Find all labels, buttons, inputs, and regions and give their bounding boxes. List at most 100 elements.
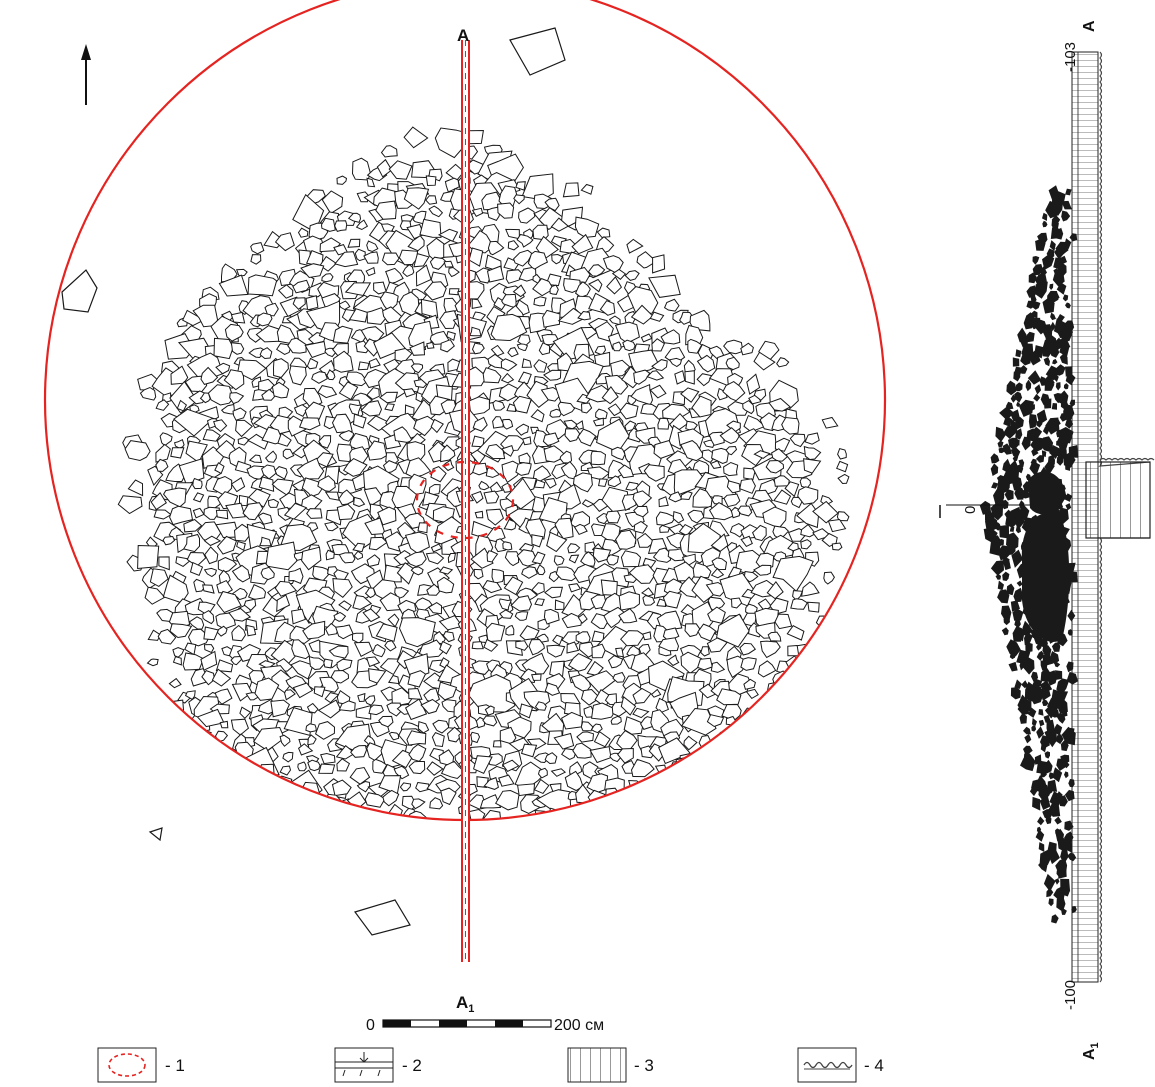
- stone: [261, 807, 291, 820]
- profile-stone: [1012, 475, 1023, 491]
- legend: - 1 - 2 - 3 - 4: [97, 1047, 884, 1083]
- profile-stone: [1071, 906, 1077, 914]
- stone: [531, 534, 544, 548]
- stone: [470, 731, 481, 744]
- stone: [544, 586, 564, 599]
- stone: [363, 251, 379, 264]
- stone: [581, 499, 595, 508]
- stone: [267, 498, 280, 508]
- profile-stone: [1065, 419, 1074, 429]
- stone: [575, 420, 584, 430]
- stone: [326, 369, 336, 381]
- profile-stone: [1010, 687, 1021, 700]
- stone: [482, 715, 498, 727]
- stone: [203, 567, 218, 578]
- stone: [573, 523, 588, 536]
- profile-stone: [1028, 413, 1038, 429]
- profile-stone: [995, 426, 1006, 442]
- stone: [446, 330, 456, 342]
- profile-stone: [1064, 771, 1069, 779]
- stone: [443, 260, 454, 268]
- stone: [324, 491, 340, 501]
- profile-stone: [1029, 460, 1041, 477]
- stone: [180, 775, 202, 798]
- stone: [519, 625, 540, 641]
- stone: [333, 611, 347, 622]
- stone: [514, 827, 534, 844]
- dashed-red-ellipse-icon: [108, 1053, 146, 1077]
- stone: [448, 288, 460, 296]
- stone: [516, 343, 529, 351]
- stone: [364, 695, 376, 706]
- stone: [831, 542, 843, 551]
- profile-stone: [1025, 379, 1032, 392]
- stone: [513, 249, 533, 267]
- stone: [282, 751, 294, 763]
- stone: [201, 804, 215, 819]
- profile-stone: [1032, 796, 1041, 811]
- stone: [409, 341, 426, 356]
- stone: [557, 307, 588, 325]
- stone: [471, 207, 484, 217]
- stone: [348, 403, 363, 416]
- stone: [200, 748, 213, 760]
- stone: [753, 388, 767, 401]
- profile-stone: [1047, 849, 1060, 865]
- profile-stone: [1044, 461, 1055, 476]
- stone: [607, 475, 622, 488]
- stone: [790, 598, 808, 610]
- stone: [544, 682, 561, 696]
- stone: [274, 466, 288, 480]
- profile-stone: [1003, 616, 1010, 626]
- profile-stone: [1042, 699, 1049, 706]
- stone: [580, 183, 594, 195]
- stone: [313, 686, 326, 698]
- stone: [612, 341, 622, 352]
- stone: [604, 693, 617, 706]
- profile-stone: [1051, 220, 1059, 230]
- stone: [261, 779, 283, 797]
- stone: [517, 371, 532, 385]
- stone: [419, 218, 442, 238]
- stone: [740, 535, 753, 548]
- stone: [483, 638, 499, 652]
- profile-stone: [1050, 196, 1064, 216]
- profile-stone: [1012, 456, 1019, 462]
- stone: [436, 576, 455, 594]
- stone: [335, 744, 356, 760]
- stone: [247, 274, 278, 297]
- profile-stone: [1013, 587, 1024, 603]
- stone: [507, 240, 520, 251]
- stone: [753, 351, 776, 371]
- profile-stone: [1019, 712, 1027, 724]
- stone: [709, 460, 722, 469]
- stone: [507, 347, 519, 358]
- stone: [147, 629, 162, 641]
- stone: [521, 358, 533, 368]
- stone: [797, 486, 819, 505]
- stone: [301, 546, 322, 571]
- stone: [332, 578, 353, 598]
- profile-stone: [1001, 627, 1009, 636]
- profile-stone: [1017, 463, 1024, 474]
- stone: [155, 399, 170, 411]
- stone: [182, 533, 200, 553]
- stone: [360, 326, 385, 342]
- stone: [577, 310, 591, 321]
- stone: [235, 268, 248, 277]
- stone: [512, 395, 532, 414]
- profile-stone: [1022, 620, 1033, 636]
- stone: [557, 401, 576, 417]
- stone: [693, 762, 722, 787]
- stone: [710, 661, 726, 673]
- profile-stone: [1032, 301, 1041, 310]
- stone: [470, 449, 486, 465]
- stone: [334, 220, 348, 232]
- stone: [678, 311, 694, 325]
- stone: [231, 587, 248, 601]
- stone: [515, 181, 526, 191]
- section-profile: A -103 -100 A1 0: [939, 20, 1155, 1060]
- stone: [202, 609, 215, 625]
- profile-stone: [1066, 671, 1078, 685]
- stone: [640, 745, 656, 759]
